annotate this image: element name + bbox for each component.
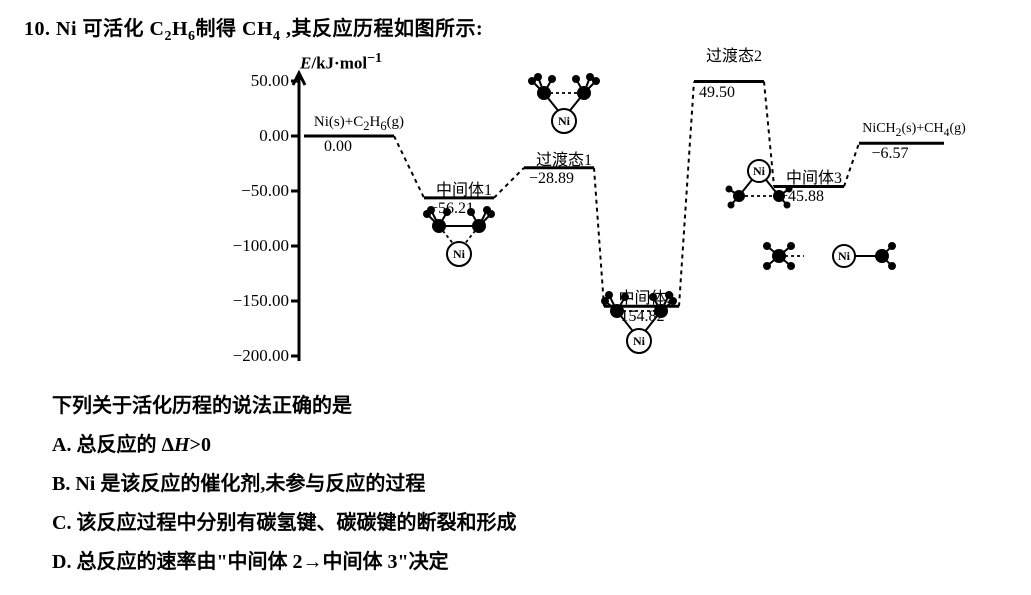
y-tick: 50.00 xyxy=(209,71,289,91)
state-value-start: 0.00 xyxy=(324,138,352,156)
title-seg: H xyxy=(172,18,188,40)
svg-text:Ni: Ni xyxy=(453,247,466,261)
state-value-product: −6.57 xyxy=(872,145,909,163)
opt-a-post: >0 xyxy=(190,434,211,456)
question-prompt: 下列关于活化历程的说法正确的是 xyxy=(52,389,1007,418)
opt-a-h: H xyxy=(174,434,190,456)
question-title: 10. Ni 可活化 C2H6制得 CH4 ,其反应历程如图所示: xyxy=(24,12,1007,45)
y-tick: −100.00 xyxy=(209,236,289,256)
svg-text:Ni: Ni xyxy=(838,249,851,263)
state-value-ts2: 49.50 xyxy=(699,84,735,102)
opt-a-pre: A. 总反应的 Δ xyxy=(52,434,174,456)
chart-svg: Ni Ni xyxy=(204,51,964,381)
state-name-product: NiCH2(s)+CH4(g) xyxy=(839,121,989,139)
title-seg: 10. Ni 可活化 C xyxy=(24,18,164,40)
title-sub: 4 xyxy=(273,29,281,44)
svg-text:Ni: Ni xyxy=(558,114,571,128)
title-sub: 2 xyxy=(164,29,172,44)
svg-text:Ni: Ni xyxy=(633,334,646,348)
y-tick: 0.00 xyxy=(209,126,289,146)
y-tick: −50.00 xyxy=(209,181,289,201)
state-value-ts1: −28.89 xyxy=(529,170,574,188)
energy-diagram: E/kJ·mol−1 Ni xyxy=(204,51,964,381)
state-name-start: Ni(s)+C2H6(g) xyxy=(299,114,419,134)
state-value-int2: −154.82 xyxy=(612,308,665,326)
state-name-ts1: 过渡态1 xyxy=(514,146,614,170)
molecule-ts1: Ni xyxy=(528,73,600,133)
option-b: B. Ni 是该反应的催化剂,未参与反应的过程 xyxy=(52,467,1007,496)
y-tick: −150.00 xyxy=(209,291,289,311)
state-name-int1: 中间体1 xyxy=(414,176,514,200)
option-a: A. 总反应的 ΔH>0 xyxy=(52,428,1007,457)
state-value-int3: −45.88 xyxy=(779,188,824,206)
option-c: C. 该反应过程中分别有碳氢键、碳碳键的断裂和形成 xyxy=(52,506,1007,535)
state-value-int1: −56.21 xyxy=(429,200,474,218)
option-d: D. 总反应的速率由"中间体 2→中间体 3"决定 xyxy=(52,545,1007,574)
y-tick: −200.00 xyxy=(209,346,289,366)
title-seg: ,其反应历程如图所示: xyxy=(281,18,484,40)
molecule-product: Ni xyxy=(833,242,896,270)
state-name-int3: 中间体3 xyxy=(764,164,864,188)
state-name-ts2: 过渡态2 xyxy=(684,42,784,66)
title-seg: 制得 CH xyxy=(196,18,274,40)
title-sub: 6 xyxy=(188,29,196,44)
molecule-int3 xyxy=(763,242,804,270)
state-name-int2: 中间体2 xyxy=(594,284,699,308)
